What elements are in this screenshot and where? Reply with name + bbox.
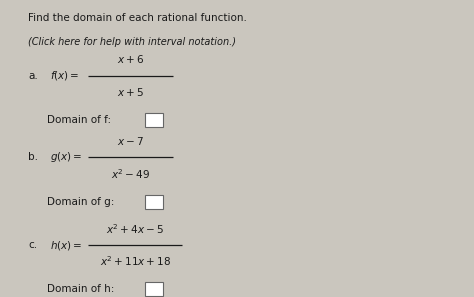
Text: Domain of f:: Domain of f: <box>47 115 111 125</box>
Text: $x - 7$: $x - 7$ <box>117 135 144 147</box>
FancyBboxPatch shape <box>145 282 163 296</box>
Text: $x + 6$: $x + 6$ <box>117 53 144 65</box>
Text: $x^2 + 11x + 18$: $x^2 + 11x + 18$ <box>100 255 171 268</box>
Text: b.: b. <box>28 152 38 162</box>
FancyBboxPatch shape <box>145 113 163 127</box>
Text: $f(x) =$: $f(x) =$ <box>50 69 79 82</box>
Text: $x^2 + 4x - 5$: $x^2 + 4x - 5$ <box>106 222 164 236</box>
Text: c.: c. <box>28 240 37 250</box>
Text: Domain of h:: Domain of h: <box>47 284 115 294</box>
Text: Domain of g:: Domain of g: <box>47 197 115 207</box>
Text: $g(x) =$: $g(x) =$ <box>50 150 82 165</box>
Text: Find the domain of each rational function.: Find the domain of each rational functio… <box>28 13 247 23</box>
Text: $x^2 - 49$: $x^2 - 49$ <box>111 167 150 181</box>
Text: $x + 5$: $x + 5$ <box>117 86 144 98</box>
Text: a.: a. <box>28 71 38 81</box>
FancyBboxPatch shape <box>145 195 163 209</box>
Text: $h(x) =$: $h(x) =$ <box>50 238 82 252</box>
Text: (Click here for help with interval notation.): (Click here for help with interval notat… <box>28 37 237 47</box>
